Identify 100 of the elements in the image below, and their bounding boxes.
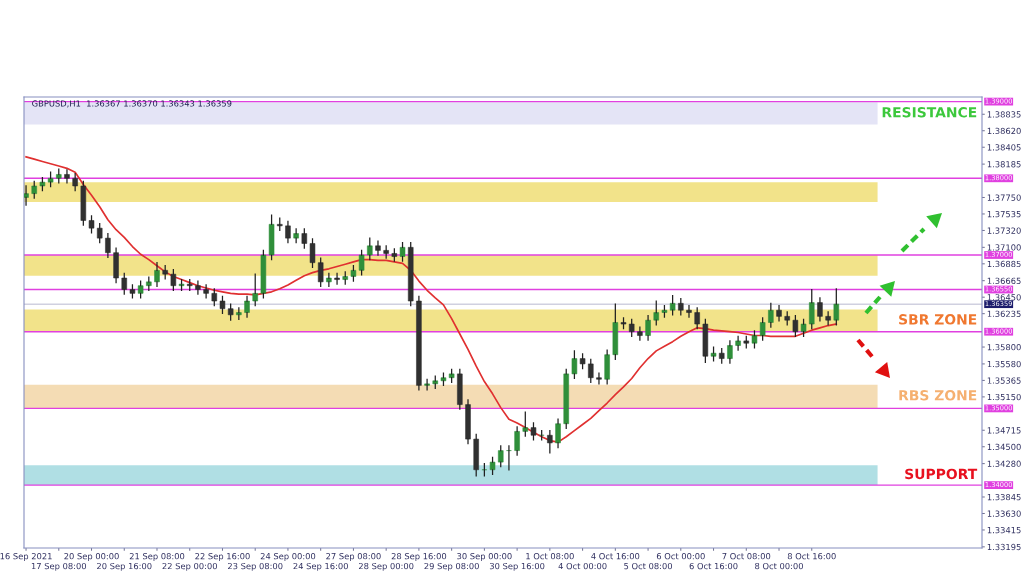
candlestick: [105, 232, 111, 258]
candlestick: [448, 368, 455, 383]
x-tick-label: 24 Sep 00:00: [260, 553, 316, 561]
candlestick: [187, 278, 193, 291]
candlestick: [817, 297, 823, 322]
candlestick: [375, 240, 381, 256]
candlestick: [465, 399, 471, 445]
x-tick-label: 28 Sep 16:00: [391, 553, 447, 561]
candlestick: [326, 272, 332, 288]
candlestick: [612, 303, 619, 360]
candlestick: [342, 271, 348, 285]
candlestick: [170, 268, 177, 291]
x-tick-label: 16 Sep 2021: [0, 553, 52, 561]
x-tick-label: 6 Oct 00:00: [656, 553, 705, 560]
x-tick-label: 4 Oct 00:00: [558, 562, 607, 570]
x-tick-label: 30 Sep 00:00: [457, 553, 512, 561]
y-tick-label: 1.38185: [987, 161, 1021, 168]
candlestick: [645, 314, 651, 341]
y-tick-label: 1.38835: [987, 111, 1021, 118]
x-tick-label: 5 Oct 08:00: [624, 562, 673, 570]
candlestick: [350, 265, 357, 282]
candlestick: [219, 295, 226, 314]
candlestick: [686, 305, 692, 318]
x-tick-label: 1 Oct 08:00: [526, 553, 574, 560]
candlestick: [628, 318, 635, 337]
candlestick: [538, 430, 545, 441]
candlestick: [596, 372, 602, 385]
candlestick: [653, 300, 659, 326]
candlestick: [637, 326, 643, 341]
candlestick: [277, 217, 283, 232]
candlestick: [489, 456, 496, 475]
y-tick-label: 1.35800: [987, 344, 1021, 351]
x-tick-label: 28 Sep 00:00: [358, 562, 414, 571]
candlestick: [154, 262, 160, 288]
candlestick: [776, 305, 782, 322]
candlestick: [24, 185, 29, 206]
y-tick-label: 1.33630: [987, 510, 1021, 517]
candlestick: [88, 215, 95, 234]
x-tick-label: 20 Sep 00:00: [64, 553, 119, 561]
candlestick: [227, 303, 234, 321]
candlestick: [727, 340, 733, 364]
band-label: SUPPORT: [905, 468, 978, 480]
candlestick: [121, 272, 127, 295]
y-tick-label: 1.33845: [987, 493, 1021, 501]
candlestick: [530, 422, 537, 441]
candlestick: [407, 242, 414, 307]
candlestick: [367, 237, 373, 261]
candlestick: [579, 353, 586, 370]
candlestick: [620, 317, 627, 330]
candlestick: [309, 238, 316, 268]
x-tick-label: 24 Sep 16:00: [293, 562, 348, 571]
candlestick: [301, 228, 308, 249]
candlestick: [440, 372, 447, 387]
candlestick: [146, 276, 152, 291]
candlestick: [588, 358, 594, 383]
band-label: SBR ZONE: [899, 314, 977, 325]
candlestick: [661, 305, 668, 318]
y-tick-label: 1.37535: [987, 210, 1021, 218]
candlestick: [735, 335, 741, 351]
y-tick-label: 1.35580: [987, 360, 1021, 368]
x-tick-label: 22 Sep 16:00: [195, 553, 250, 561]
candlestick: [56, 168, 62, 184]
candlestick: [162, 265, 168, 280]
candlestick: [252, 273, 258, 307]
x-tick-label: 8 Oct 00:00: [755, 562, 803, 570]
candlestick: [195, 280, 201, 295]
candlestick: [702, 318, 709, 364]
candlestick: [669, 295, 676, 316]
candlestick: [457, 368, 463, 410]
candlestick: [416, 295, 422, 391]
y-tick-label: 1.34715: [987, 427, 1021, 434]
x-tick-label: 22 Sep 00:00: [162, 562, 217, 571]
candlestick: [784, 311, 790, 326]
candlestick: [129, 284, 136, 299]
y-tick-label: 1.38405: [987, 144, 1021, 151]
x-tick-label: 6 Oct 16:00: [689, 562, 738, 570]
candlestick: [244, 295, 250, 318]
candlestick: [358, 249, 365, 276]
band-label: RBS ZONE: [899, 390, 977, 401]
candlestick: [481, 463, 488, 477]
x-tick-label: 30 Sep 16:00: [489, 562, 545, 571]
candlestick: [293, 228, 299, 244]
y-tick-label: 1.37750: [987, 194, 1021, 201]
candlestick: [547, 430, 553, 454]
candlestick: [555, 418, 561, 449]
candlestick: [113, 247, 119, 284]
x-tick-label: 27 Sep 08:00: [326, 553, 381, 561]
candlestick: [31, 180, 37, 199]
chart-title: GBPUSD,H1 1.36367 1.36370 1.36343 1.36359: [32, 100, 232, 108]
candlestick: [833, 288, 840, 326]
candlestick: [432, 375, 439, 390]
candlestick: [96, 222, 103, 244]
x-tick-label: 23 Sep 08:00: [228, 562, 283, 571]
y-tick-label: 1.37100: [987, 244, 1021, 251]
candlestick: [563, 368, 569, 429]
candlestick: [399, 242, 406, 262]
y-tick-label: 1.38620: [987, 127, 1021, 135]
y-tick-label: 1.33415: [987, 526, 1021, 534]
candlestick: [604, 349, 610, 385]
y-tick-label: 1.36450: [987, 294, 1021, 301]
